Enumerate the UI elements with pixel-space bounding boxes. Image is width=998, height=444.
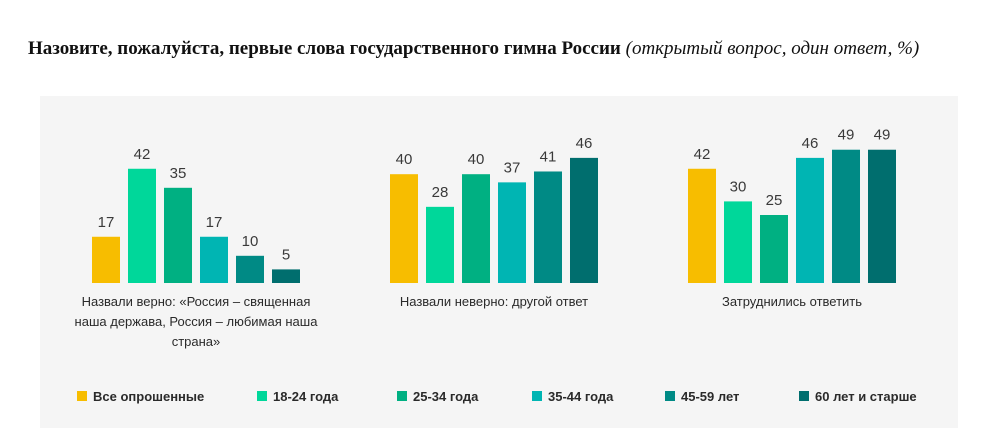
legend-swatch <box>799 391 809 401</box>
data-label: 49 <box>874 127 891 144</box>
data-label: 17 <box>206 214 223 231</box>
bar <box>92 236 120 283</box>
bar <box>390 174 418 283</box>
chart-title-question: Назовите, пожалуйста, первые слова госуд… <box>28 38 621 59</box>
data-label: 28 <box>432 184 449 201</box>
data-label: 10 <box>242 233 259 250</box>
legend-swatch <box>665 391 675 401</box>
legend-label: 35-44 года <box>548 389 614 404</box>
data-label: 25 <box>766 192 783 209</box>
data-label: 46 <box>576 135 593 152</box>
chart-panel: 17 42 35 17 10 5 Назвали верно: «Россия – свящ… <box>40 96 958 428</box>
bar <box>570 157 598 283</box>
bar <box>272 269 300 283</box>
legend-label: Все опрошенные <box>93 389 204 404</box>
category-label: страна» <box>172 334 221 349</box>
bar <box>832 149 860 283</box>
bar <box>796 157 824 283</box>
legend-swatch <box>532 391 542 401</box>
bar <box>760 215 788 283</box>
category-label: Назвали верно: «Россия – священная <box>82 294 311 309</box>
bar <box>128 168 156 283</box>
data-label: 5 <box>282 246 290 263</box>
chart-title-note: (открытый вопрос, один ответ, %) <box>625 38 920 59</box>
data-label: 46 <box>802 135 819 152</box>
category-label: наша держава, Россия – любимая наша <box>75 314 319 329</box>
data-label: 41 <box>540 148 557 165</box>
category-label: Назвали неверно: другой ответ <box>400 294 588 309</box>
bar <box>200 236 228 283</box>
bar <box>868 149 896 283</box>
bar <box>426 206 454 283</box>
data-label: 49 <box>838 127 855 144</box>
data-label: 42 <box>134 146 151 163</box>
chart-title: Назовите, пожалуйста, первые слова госуд… <box>28 35 968 62</box>
bar-group: 42 30 25 46 49 49 <box>688 127 896 283</box>
legend-label: 60 лет и старше <box>815 389 917 404</box>
bar <box>164 187 192 283</box>
bar <box>534 171 562 283</box>
data-label: 37 <box>504 159 521 176</box>
bar <box>236 255 264 283</box>
legend-label: 45-59 лет <box>681 389 739 404</box>
legend-label: 18-24 года <box>273 389 339 404</box>
data-label: 30 <box>730 178 747 195</box>
category-label: Затруднились ответить <box>722 294 862 309</box>
legend-swatch <box>397 391 407 401</box>
data-label: 40 <box>468 151 485 168</box>
legend-swatch <box>257 391 267 401</box>
bar <box>462 174 490 283</box>
data-label: 35 <box>170 165 187 182</box>
legend-swatch <box>77 391 87 401</box>
data-label: 17 <box>98 214 115 231</box>
data-label: 40 <box>396 151 413 168</box>
grouped-bar-chart: 17 42 35 17 10 5 Назвали верно: «Россия – свящ… <box>75 127 917 404</box>
bar-group: 17 42 35 17 10 5 <box>92 146 300 283</box>
bar-group: 40 28 40 37 41 46 <box>390 135 598 283</box>
legend-label: 25-34 года <box>413 389 479 404</box>
bar <box>498 182 526 283</box>
bar <box>724 201 752 283</box>
bar <box>688 168 716 283</box>
data-label: 42 <box>694 146 711 163</box>
